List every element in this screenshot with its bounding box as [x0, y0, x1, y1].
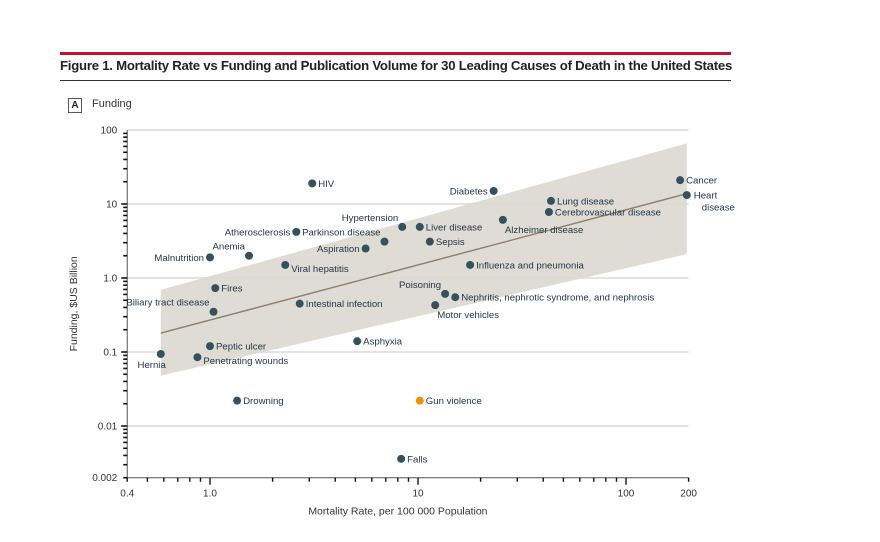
point-label: HIV	[318, 179, 335, 190]
confidence-band-group	[160, 143, 687, 376]
y-tick-label: 0.002	[92, 473, 117, 484]
point-label: Asphyxia	[363, 337, 403, 348]
x-tick-label: 100	[618, 489, 635, 500]
data-point	[281, 260, 290, 269]
point-label: Fires	[221, 284, 243, 295]
data-point	[415, 222, 424, 231]
data-point	[415, 396, 424, 405]
data-point	[245, 251, 254, 260]
data-point	[193, 353, 202, 362]
x-tick-label: 0.4	[120, 489, 134, 500]
point-label: Falls	[407, 454, 427, 465]
point-label: Nephritis, nephrotic syndrome, and nephr…	[461, 293, 654, 304]
point-label: Gun violence	[426, 396, 482, 407]
data-point	[295, 299, 304, 308]
data-point	[361, 244, 370, 253]
y-tick-label: 0.01	[98, 422, 118, 433]
point-label: Atherosclerosis	[225, 227, 291, 238]
figure-title: Figure 1. Mortality Rate vs Funding and …	[60, 58, 733, 73]
data-point	[498, 215, 507, 224]
data-point	[206, 253, 214, 262]
data-point	[682, 191, 691, 200]
point-label: Penetrating wounds	[203, 356, 288, 367]
point-label: Alzheimer disease	[505, 225, 583, 236]
y-tick-label: 100	[101, 126, 118, 137]
point-label: Viral hepatitis	[291, 264, 349, 275]
data-point	[308, 179, 317, 188]
point-label: Hernia	[138, 360, 167, 371]
panel-label: Funding	[92, 98, 132, 110]
data-point	[547, 196, 556, 205]
confidence-band	[160, 143, 687, 376]
point-label: Intestinal infection	[306, 299, 383, 310]
data-point	[206, 342, 214, 351]
data-point	[398, 222, 407, 231]
data-point	[451, 293, 460, 302]
point-label: Drowning	[243, 396, 284, 407]
data-point	[233, 396, 242, 405]
data-point	[380, 237, 389, 246]
x-tick-label: 1.0	[203, 489, 217, 500]
point-label: Parkinson disease	[302, 228, 380, 239]
data-point	[292, 227, 301, 236]
point-label: Liver disease	[426, 222, 483, 233]
point-label: Peptic ulcer	[216, 342, 267, 353]
data-point	[353, 337, 362, 346]
point-label: Malnutrition	[154, 253, 204, 264]
point-label: Anemia	[212, 242, 245, 253]
point-label: Biliary tract disease	[126, 298, 209, 309]
data-point	[156, 349, 165, 358]
point-label: Cerebrovascular disease	[555, 207, 661, 218]
data-point	[441, 289, 450, 298]
x-axis-title: Mortality Rate, per 100 000 Population	[308, 506, 487, 518]
data-point	[431, 301, 440, 310]
data-point	[397, 454, 406, 463]
panel-letter: A	[68, 98, 82, 113]
data-point	[466, 260, 475, 269]
y-tick-label: 10	[106, 200, 118, 211]
x-tick-label: 10	[412, 489, 424, 500]
point-label: Cancer	[686, 176, 718, 187]
point-label: Influenza and pneumonia	[476, 260, 584, 271]
point-label: Diabetes	[450, 186, 488, 197]
y-axis-title: Funding, $US Billion	[68, 256, 80, 351]
y-tick-label: 1.0	[103, 274, 117, 285]
x-tick-label: 200	[680, 489, 697, 500]
title-accent-bar	[60, 52, 731, 55]
title-divider	[60, 80, 731, 81]
data-point	[489, 186, 498, 195]
data-point	[209, 307, 218, 316]
data-point	[425, 237, 434, 246]
point-label: Lung disease	[557, 196, 614, 207]
y-tick-label: 0.1	[103, 348, 117, 359]
point-label: Motor vehicles	[437, 310, 499, 321]
fit-line	[160, 192, 687, 334]
point-label: Aspiration	[317, 244, 360, 255]
data-point	[544, 207, 553, 216]
point-label: Heart disease	[694, 191, 735, 214]
data-points: Cancer Heart disease Lung diseaseCerebrovas…	[126, 176, 735, 466]
point-label: Hypertension	[342, 213, 399, 224]
point-label: Sepsis	[436, 237, 465, 248]
point-label: Poisoning	[399, 280, 441, 291]
data-point	[211, 284, 220, 293]
data-point	[676, 176, 685, 185]
